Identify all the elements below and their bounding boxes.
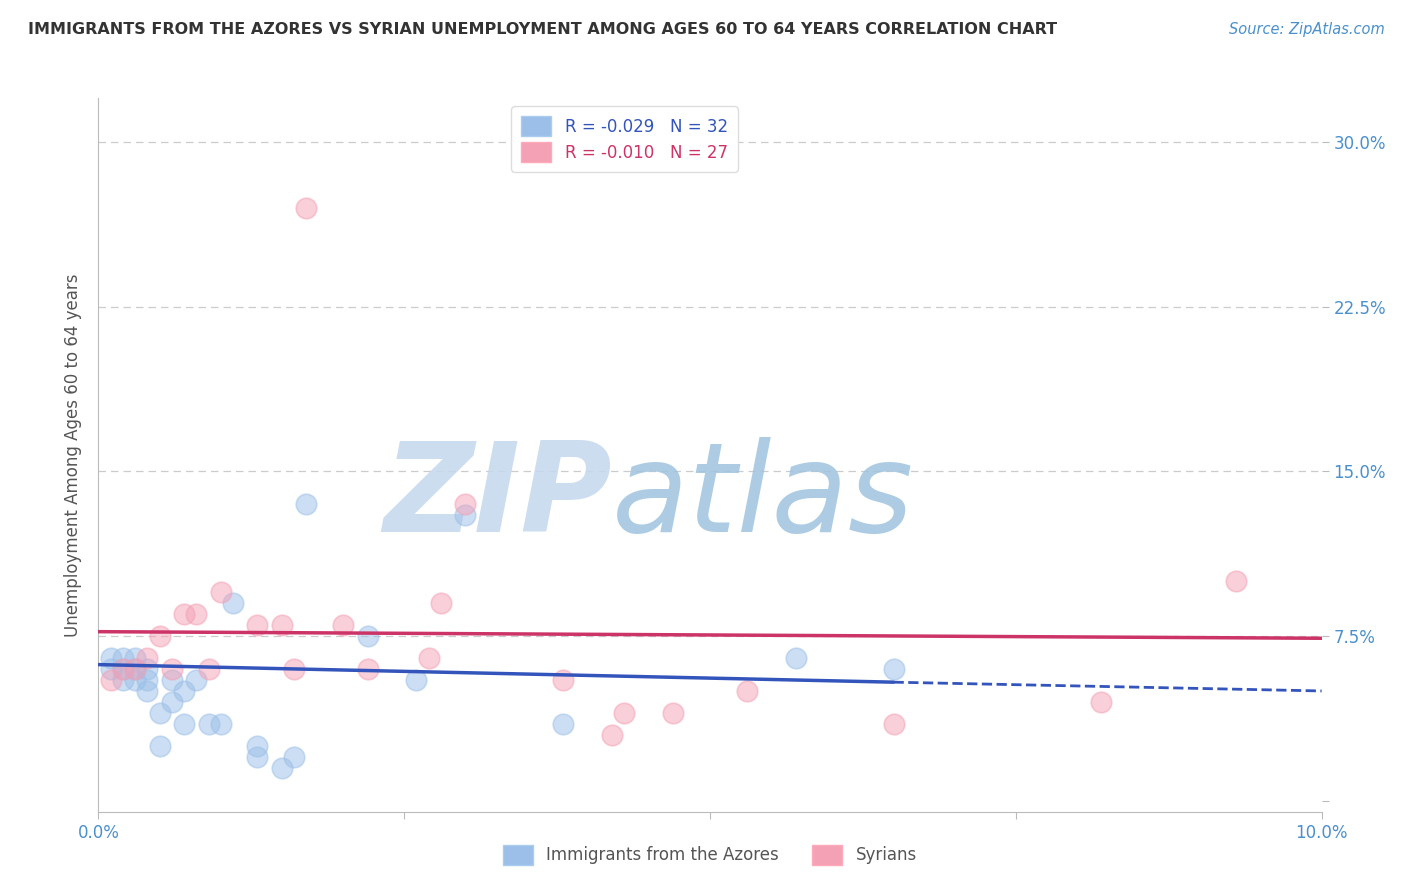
Point — [883, 717, 905, 731]
Point — [124, 662, 146, 676]
Point — [186, 607, 208, 621]
Point — [160, 673, 183, 687]
Point — [124, 673, 146, 687]
Point — [100, 662, 122, 676]
Point — [111, 651, 134, 665]
Point — [136, 684, 159, 698]
Point — [149, 706, 172, 720]
Point — [222, 596, 245, 610]
Point — [136, 651, 159, 665]
Point — [1090, 695, 1112, 709]
Point — [662, 706, 685, 720]
Point — [209, 585, 232, 599]
Point — [173, 717, 195, 731]
Point — [186, 673, 208, 687]
Point — [295, 497, 318, 511]
Point — [418, 651, 440, 665]
Point — [735, 684, 758, 698]
Text: atlas: atlas — [612, 437, 914, 558]
Point — [332, 618, 354, 632]
Point — [553, 717, 575, 731]
Point — [100, 651, 122, 665]
Text: IMMIGRANTS FROM THE AZORES VS SYRIAN UNEMPLOYMENT AMONG AGES 60 TO 64 YEARS CORR: IMMIGRANTS FROM THE AZORES VS SYRIAN UNE… — [28, 22, 1057, 37]
Point — [136, 673, 159, 687]
Point — [785, 651, 807, 665]
Point — [160, 695, 183, 709]
Point — [613, 706, 636, 720]
Point — [1225, 574, 1247, 589]
Point — [356, 629, 378, 643]
Point — [149, 629, 172, 643]
Point — [209, 717, 232, 731]
Point — [100, 673, 122, 687]
Point — [553, 673, 575, 687]
Point — [295, 201, 318, 215]
Point — [356, 662, 378, 676]
Point — [197, 662, 219, 676]
Point — [197, 717, 219, 731]
Point — [270, 618, 292, 632]
Point — [283, 749, 305, 764]
Point — [173, 684, 195, 698]
Point — [111, 662, 134, 676]
Point — [883, 662, 905, 676]
Point — [111, 662, 134, 676]
Point — [111, 673, 134, 687]
Point — [430, 596, 453, 610]
Point — [124, 651, 146, 665]
Text: Source: ZipAtlas.com: Source: ZipAtlas.com — [1229, 22, 1385, 37]
Point — [270, 761, 292, 775]
Y-axis label: Unemployment Among Ages 60 to 64 years: Unemployment Among Ages 60 to 64 years — [63, 273, 82, 637]
Text: ZIP: ZIP — [384, 437, 612, 558]
Point — [149, 739, 172, 753]
Point — [600, 728, 623, 742]
Legend: Immigrants from the Azores, Syrians: Immigrants from the Azores, Syrians — [496, 838, 924, 871]
Point — [173, 607, 195, 621]
Point — [405, 673, 427, 687]
Point — [246, 739, 269, 753]
Point — [283, 662, 305, 676]
Point — [454, 497, 477, 511]
Point — [246, 618, 269, 632]
Point — [124, 662, 146, 676]
Point — [246, 749, 269, 764]
Point — [136, 662, 159, 676]
Point — [454, 508, 477, 523]
Point — [160, 662, 183, 676]
